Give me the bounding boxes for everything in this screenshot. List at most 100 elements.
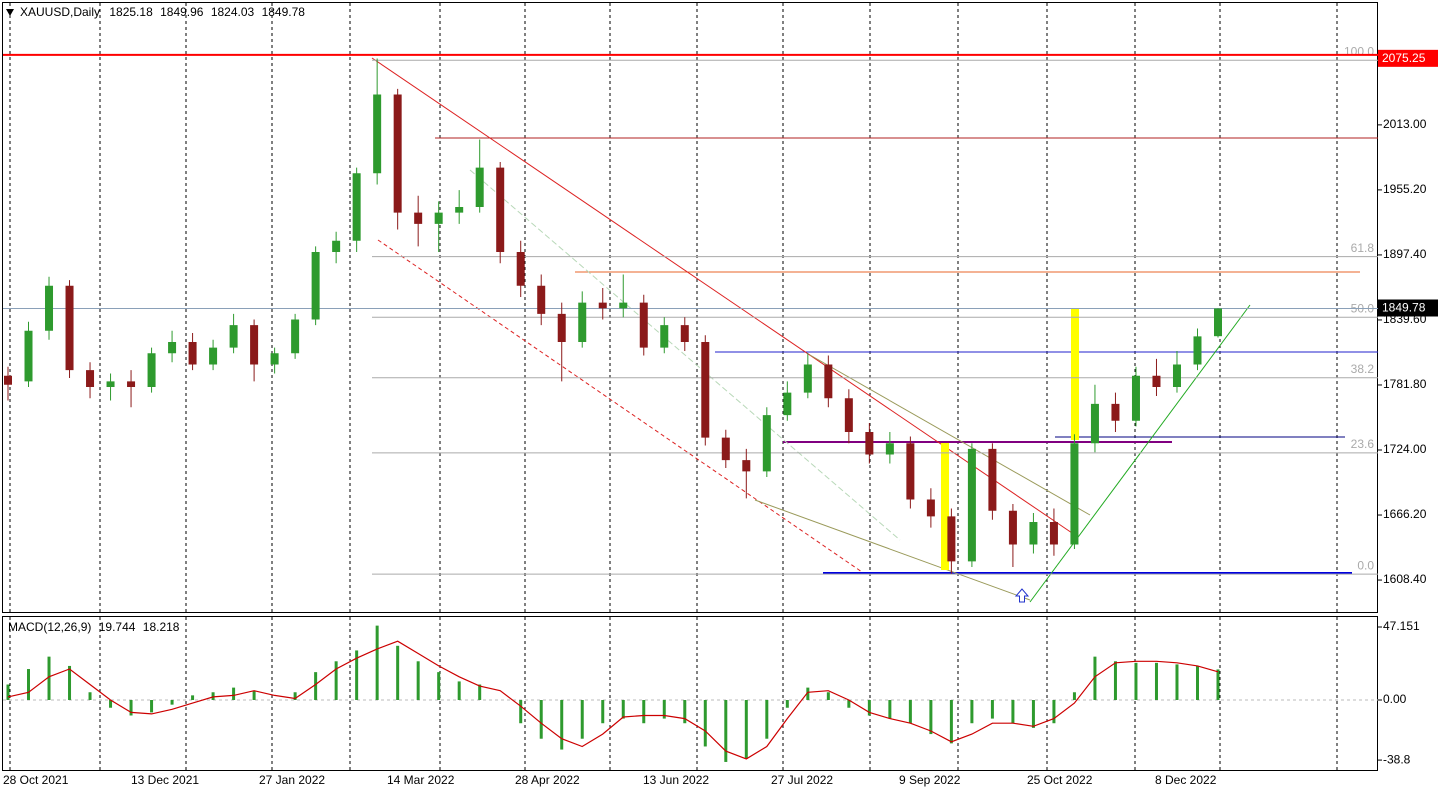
candle-body — [926, 499, 935, 517]
candle-body — [885, 443, 894, 455]
trend-line — [1029, 304, 1251, 603]
candle-body — [1090, 403, 1099, 444]
fib-label: 100.0 — [1344, 44, 1374, 58]
signal-line — [7, 640, 1219, 760]
macd-panel — [2, 616, 1378, 771]
candle-body — [557, 313, 566, 342]
fib-label: 61.8 — [1351, 241, 1375, 255]
x-tick-label: 28 Oct 2021 — [3, 773, 69, 787]
high: 1849.96 — [160, 5, 204, 19]
candle-body — [680, 325, 689, 342]
candle-body — [45, 285, 54, 331]
symbol: XAUUSD,Daily — [20, 5, 100, 19]
candle-body — [65, 285, 74, 371]
candle-body — [906, 443, 915, 500]
candle-body — [967, 448, 976, 562]
macd-header: MACD(12,26,9) 19.744 18.218 — [8, 620, 180, 634]
candle-body — [455, 207, 464, 213]
vertical-grid — [9, 3, 1338, 770]
candle-body — [24, 330, 33, 382]
highlight — [1071, 309, 1079, 440]
candle-body — [721, 437, 730, 461]
candle-body — [4, 375, 12, 385]
x-tick-label: 13 Dec 2021 — [131, 773, 199, 787]
candle-body — [106, 381, 115, 387]
candle-body — [209, 347, 218, 365]
low: 1824.03 — [211, 5, 255, 19]
x-tick-label: 27 Jan 2022 — [259, 773, 325, 787]
level-label-box — [1378, 49, 1438, 67]
candle-body — [619, 302, 628, 309]
candle-body — [496, 167, 505, 252]
candle-body — [229, 325, 238, 348]
y-tick-label: 1666.20 — [1383, 507, 1427, 521]
y-tick-label: 1724.00 — [1383, 442, 1427, 456]
candle-body — [988, 448, 997, 511]
candle-body — [1111, 403, 1120, 421]
drawings — [371, 57, 1378, 603]
open: 1825.18 — [109, 5, 153, 19]
candle-body — [168, 342, 177, 354]
candle-body — [311, 252, 320, 320]
candle-body — [373, 94, 382, 174]
arrow — [1014, 588, 1030, 603]
candle-body — [1172, 364, 1181, 387]
candle-body — [639, 302, 648, 348]
x-tick-label: 8 Dec 2022 — [1155, 773, 1217, 787]
candle-body — [434, 212, 443, 224]
candle-body — [414, 212, 423, 224]
fib-label: 38.2 — [1351, 362, 1375, 376]
candle-body — [824, 364, 833, 399]
candle-body — [475, 167, 484, 207]
level-label: 2075.25 — [1382, 51, 1426, 65]
price-label-box — [1378, 299, 1438, 317]
candle-body — [803, 364, 812, 393]
candle-body — [1049, 522, 1058, 545]
trend-line — [371, 57, 1076, 536]
y-tick-label: 1608.40 — [1383, 572, 1427, 586]
candle-body — [270, 353, 279, 365]
candle-body — [1152, 375, 1161, 387]
candle-body — [147, 353, 156, 387]
close: 1849.78 — [262, 5, 306, 19]
candle-body — [1131, 375, 1140, 421]
candle-body — [393, 94, 402, 213]
x-tick-label: 14 Mar 2022 — [387, 773, 455, 787]
candle-body — [516, 252, 525, 286]
x-tick-label: 13 Jun 2022 — [643, 773, 709, 787]
candle-body — [762, 415, 771, 472]
candle-body — [250, 325, 259, 365]
price-panel — [2, 2, 1378, 613]
plot: 100.061.850.038.223.60.02013.001955.2018… — [3, 44, 1438, 787]
x-tick-label: 27 Jul 2022 — [771, 773, 833, 787]
candle-body — [291, 319, 300, 354]
y-tick-label: 1955.20 — [1383, 182, 1427, 196]
y-tick-label: 2013.00 — [1383, 117, 1427, 131]
y-tick-label: 47.151 — [1383, 619, 1420, 633]
candle-body — [578, 302, 587, 342]
y-tick-label: 0.00 — [1383, 692, 1407, 706]
candle-body — [86, 370, 95, 387]
trend-line — [809, 354, 1091, 516]
candle-body — [947, 516, 956, 562]
x-tick-label: 9 Sep 2022 — [899, 773, 961, 787]
fib-label: 0.0 — [1357, 558, 1374, 572]
x-tick-label: 25 Oct 2022 — [1027, 773, 1093, 787]
candle-body — [1193, 336, 1202, 365]
y-tick-label: -38.8 — [1383, 752, 1411, 766]
candle-body — [188, 342, 197, 365]
price-label: 1849.78 — [1382, 301, 1426, 315]
candle-body — [127, 381, 136, 387]
candle-body — [1214, 308, 1222, 337]
candle-body — [537, 285, 546, 314]
candle-body — [352, 173, 361, 241]
candle-body — [660, 325, 669, 348]
candle-body — [1008, 510, 1017, 545]
trend-line — [754, 499, 1031, 601]
candle-body — [844, 398, 853, 432]
candle-body — [783, 392, 792, 416]
channel-line — [469, 169, 901, 541]
y-tick-label: 1781.80 — [1383, 377, 1427, 391]
